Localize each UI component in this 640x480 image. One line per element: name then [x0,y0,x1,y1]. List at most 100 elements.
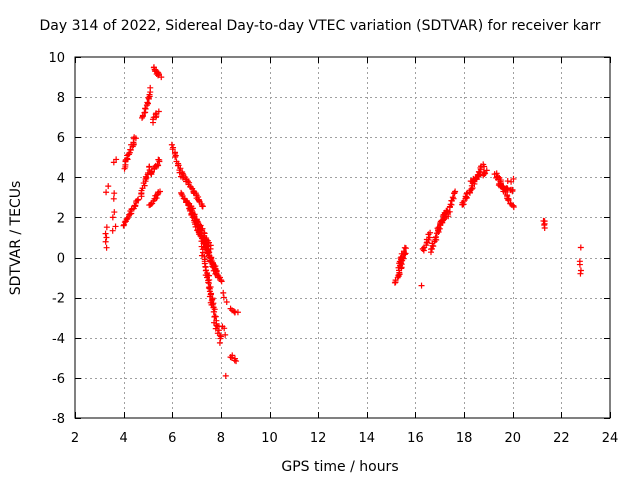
data-point [418,282,425,289]
y-tick-label: 0 [57,252,65,267]
data-point [577,267,584,274]
y-tick-label: 4 [57,171,65,186]
x-tick-label: 22 [553,431,570,446]
data-point [401,244,408,251]
data-point [155,72,162,79]
data-point [449,194,456,201]
data-point [228,354,235,361]
data-point [505,197,512,204]
data-point [401,249,408,256]
data-point [510,204,517,211]
data-point [483,167,490,174]
data-point [148,169,155,176]
data-point [213,322,220,329]
data-point [103,224,110,231]
data-point [233,358,240,365]
data-point [440,216,447,223]
data-point [110,195,117,202]
data-point [419,245,426,252]
data-point [211,313,218,320]
data-point [103,244,110,251]
data-point [216,339,223,346]
data-point [222,372,229,379]
data-point [206,272,213,279]
data-point [480,161,487,168]
data-point [216,332,223,339]
data-point [199,249,206,256]
data-point [111,190,118,197]
y-tick-label: -8 [52,412,65,427]
data-point [105,183,112,190]
y-tick-label: 2 [57,211,65,226]
data-point [206,293,213,300]
axis-ticks [75,57,611,419]
y-tick-label: -6 [52,372,65,387]
x-axis-label: GPS time / hours [281,459,398,475]
data-point [472,176,479,183]
data-point [434,225,441,232]
data-point [103,234,110,241]
chart-title: Day 314 of 2022, Sidereal Day-to-day VTE… [39,18,601,34]
data-point [102,230,109,237]
data-point [510,175,517,182]
data-point [231,357,238,364]
data-point [157,188,164,195]
data-point [435,224,442,231]
data-point [504,178,511,185]
data-point [144,100,151,107]
data-point [234,309,241,316]
data-point [192,223,199,230]
data-point [142,105,149,112]
data-point [221,325,228,332]
plot-frame [74,56,611,419]
data-point [205,279,212,286]
data-point [463,190,470,197]
x-tick-label: 18 [456,431,473,446]
data-point [127,146,134,153]
data-point [212,325,219,332]
data-point [103,189,110,196]
data-point [168,141,175,148]
data-point [215,327,222,334]
data-point [220,294,227,301]
data-point [185,202,192,209]
data-point [193,217,200,224]
x-tick-label: 20 [504,431,521,446]
data-point [112,223,119,230]
y-tick-label: 6 [57,131,65,146]
y-tick-label: 10 [48,51,65,66]
data-point [230,308,237,315]
data-point [220,289,227,296]
data-point [509,188,516,195]
data-point [111,209,118,216]
x-tick-label: 8 [217,431,225,446]
data-point [216,274,223,281]
y-tick-label: -4 [52,332,65,347]
data-point [172,154,179,161]
data-point [102,238,109,245]
data-point [145,94,152,101]
data-point [218,278,225,285]
data-point [223,299,230,306]
data-point [199,203,206,210]
data-point [132,135,139,142]
x-tick-label: 6 [168,431,176,446]
data-point [201,260,208,267]
data-point [212,313,219,320]
x-tick-label: 16 [407,431,424,446]
data-point [179,192,186,199]
data-point [397,255,404,262]
data-point [433,233,440,240]
data-point [187,184,194,191]
x-tick-label: 2 [71,431,79,446]
y-tick-label: 8 [57,91,65,106]
data-point [109,214,116,221]
y-tick-label: -2 [52,292,65,307]
data-point [123,216,130,223]
data-point [120,222,127,229]
data-point [134,197,141,204]
data-point [146,163,153,170]
data-point [222,331,229,338]
data-point [430,243,437,250]
